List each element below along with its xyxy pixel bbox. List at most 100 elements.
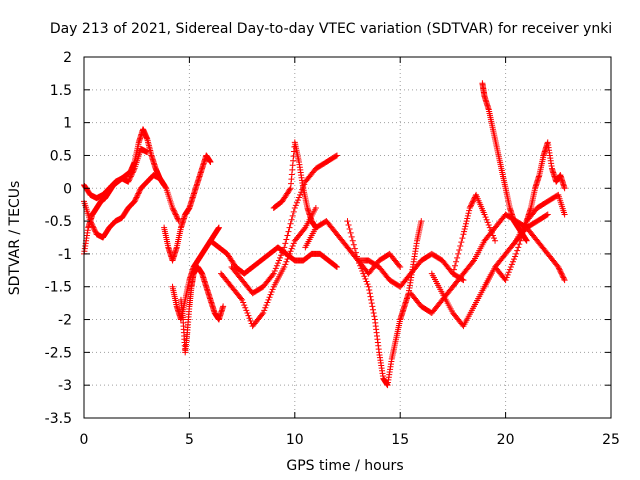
data-point [290,208,297,215]
data-point [175,216,182,223]
data-point [285,253,292,260]
data-point [505,269,512,276]
data-point [269,271,276,278]
x-tick-label: 5 [185,432,194,448]
data-point [460,231,467,238]
data-point [246,315,253,322]
data-marks [81,80,568,389]
data-point [504,271,511,278]
data-point [288,216,295,223]
series-arc-11 [302,218,404,277]
data-point [271,267,278,274]
data-point [286,224,293,231]
y-tick-label: 2 [63,50,72,66]
data-point [242,304,249,311]
data-point [269,286,276,293]
data-point [486,224,493,231]
data-point [484,219,491,226]
data-point [287,248,294,255]
data-point [523,237,530,244]
series-arc-18 [513,139,568,244]
data-point [289,243,296,250]
x-tick-label: 15 [391,432,409,448]
data-point [264,299,271,306]
data-point [344,218,351,225]
data-point [280,246,287,253]
chart-title: Day 213 of 2021, Sidereal Day-to-day VTE… [50,21,612,37]
data-point [561,277,568,284]
data-point [130,168,137,175]
data-point [128,172,135,179]
data-point [512,253,519,260]
data-point [87,219,94,226]
data-point [89,222,96,229]
data-point [352,249,359,256]
data-point [460,277,467,284]
data-point [516,241,523,248]
data-point [397,264,404,271]
data-point [559,273,566,280]
data-point [259,311,266,318]
data-point [369,303,376,310]
data-point [371,313,378,320]
data-point [461,225,468,232]
data-point [464,215,471,222]
data-point [470,197,477,204]
data-point [513,250,520,257]
data-point [468,201,475,208]
data-point [363,278,370,285]
data-point [282,261,289,268]
data-point [170,206,177,213]
data-point [241,302,248,309]
data-point [277,254,284,261]
data-point [561,211,568,218]
data-point [297,191,304,198]
series-arc-12 [344,218,425,389]
data-point [130,166,137,173]
series-arc-9 [228,152,340,297]
data-point [456,246,463,253]
data-point [462,223,469,230]
data-point [126,176,133,183]
x-axis-label: GPS time / hours [286,458,403,474]
data-point [275,257,282,264]
data-point [293,199,300,206]
data-point [360,270,367,277]
data-point [136,189,143,196]
x-tick-label: 20 [497,432,515,448]
data-point [278,252,285,259]
data-point [129,169,136,176]
data-point [345,222,352,229]
data-point [461,228,468,235]
data-point [370,306,377,313]
data-point [292,202,299,209]
series-arc-13 [355,250,467,290]
data-point [134,191,141,198]
data-point [469,258,476,265]
series-arc-6 [177,264,227,356]
data-point [491,235,498,242]
series-arc-10 [270,139,319,231]
data-point [125,178,132,185]
data-point [357,262,364,269]
data-point [91,227,98,234]
data-point [133,194,140,201]
data-point [260,309,267,316]
data-point [488,229,495,236]
data-point [457,243,464,250]
data-point [359,267,366,274]
data-point [244,309,251,316]
data-point [127,173,134,180]
data-point [348,233,355,240]
data-point [282,240,289,247]
data-point [279,249,286,256]
y-tick-label: -3 [58,378,72,394]
data-point [483,216,490,223]
data-point [90,224,97,231]
y-axis-label: SDTVAR / TECUs [7,181,23,296]
data-point [274,260,281,267]
data-point [144,149,151,156]
data-point [481,211,488,218]
data-point [506,266,513,273]
data-point [509,258,516,265]
